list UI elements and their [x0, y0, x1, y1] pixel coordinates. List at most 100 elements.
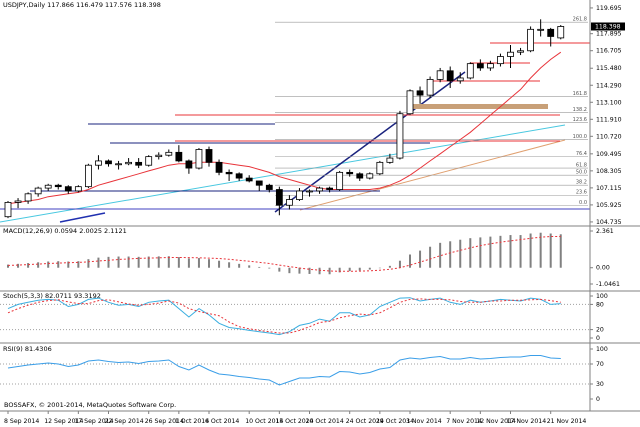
macd-bar — [17, 263, 20, 268]
fib-label: 76.4 — [576, 151, 587, 157]
candle-body — [416, 90, 424, 96]
y-tick-label: 0 — [596, 396, 600, 403]
candle-body — [285, 199, 293, 206]
macd-bar — [469, 238, 472, 268]
candle-body — [436, 70, 444, 80]
macd-bar — [7, 264, 9, 268]
macd-bar — [278, 267, 281, 272]
candle-body — [537, 28, 545, 31]
y-tick-label: 116.705 — [596, 48, 622, 55]
fib-label: 50.0 — [576, 170, 587, 176]
macd-bar — [27, 263, 30, 268]
y-tick-label: 117.895 — [596, 31, 622, 38]
y-tick-label: 119.695 — [596, 5, 622, 12]
candle-body — [275, 189, 283, 206]
candle-body — [4, 201, 12, 218]
candle-body — [376, 161, 384, 175]
candle-body — [85, 164, 92, 188]
x-tick-label: 12 Nov 2014 — [476, 418, 516, 425]
macd-bar — [398, 260, 401, 268]
y-tick-label: 0.00 — [596, 265, 610, 272]
y-tick-label: 30 — [596, 381, 604, 388]
macd-bar — [37, 262, 40, 268]
x-tick-label: 1 Oct 2014 — [175, 418, 209, 425]
candle-body — [165, 151, 173, 156]
x-tick-label: 7 Nov 2014 — [446, 418, 482, 425]
indicator-line — [7, 355, 561, 386]
fib-label: 0.0 — [579, 200, 587, 206]
zone — [410, 104, 548, 109]
fib-label: 100.0 — [573, 134, 587, 140]
macd-bar — [147, 256, 150, 268]
fib-label: 23.6 — [576, 190, 587, 196]
candle-body — [185, 160, 193, 169]
candle-body — [486, 63, 494, 69]
macd-bar — [439, 242, 442, 268]
fib-label: 138.2 — [573, 107, 587, 113]
macd-bar — [559, 234, 562, 268]
y-tick-label: 108.305 — [596, 168, 622, 175]
macd-bar — [127, 256, 130, 268]
macd-bar — [47, 261, 50, 268]
fib-label: 261.8 — [573, 17, 587, 23]
candle-body — [296, 190, 303, 200]
candle-body — [115, 163, 122, 166]
y-tick-label: 104.735 — [596, 219, 622, 226]
macd-bar — [328, 267, 331, 275]
candle-body — [426, 78, 434, 96]
macd-bar — [499, 235, 502, 268]
candle-body — [95, 160, 102, 166]
macd-bar — [157, 256, 160, 268]
candle-body — [54, 184, 62, 188]
candle-body — [215, 161, 223, 173]
macd-bar — [378, 267, 381, 269]
y-tick-label: 109.495 — [596, 151, 622, 158]
panel-title: RSI(9) 81.4306 — [3, 345, 52, 353]
macd-bar — [288, 267, 291, 274]
y-tick-label: -1.0461 — [596, 281, 620, 288]
x-tick-label: 20 Oct 2014 — [306, 418, 344, 425]
y-tick-label: 70 — [596, 361, 604, 368]
candle-body — [225, 171, 233, 175]
candle-body — [175, 151, 183, 162]
x-tick-label: 29 Oct 2014 — [376, 418, 414, 425]
macd-bar — [248, 265, 251, 268]
y-tick-label: 100 — [596, 293, 608, 300]
macd-bar — [197, 258, 200, 268]
macd-bar — [258, 266, 261, 268]
macd-bar — [117, 256, 120, 268]
candle-body — [34, 187, 42, 195]
y-tick-label: 113.100 — [596, 99, 622, 106]
candle-body — [356, 173, 364, 179]
y-tick-label: 80 — [596, 301, 604, 308]
trend-line — [59, 212, 106, 223]
x-tick-label: 26 Sep 2014 — [145, 418, 184, 425]
candle-body — [235, 173, 243, 179]
candle-body — [456, 77, 464, 82]
candle-body — [406, 90, 414, 115]
candle-body — [105, 160, 112, 165]
candle-body — [547, 28, 555, 37]
x-tick-label: 10 Oct 2014 — [245, 418, 283, 425]
macd-bar — [549, 233, 552, 268]
macd-bar — [298, 267, 301, 274]
candle-body — [517, 50, 524, 53]
y-tick-label: 115.480 — [596, 65, 622, 72]
y-tick-label: 100 — [596, 346, 608, 353]
macd-bar — [228, 262, 231, 268]
candle-body — [265, 184, 273, 190]
candle-body — [245, 177, 253, 182]
panel-title: Stoch(5,3,3) 82.0711 93.3192 — [3, 292, 101, 300]
candle-body — [366, 173, 374, 179]
candle-body — [557, 26, 565, 39]
x-tick-label: 22 Sep 2014 — [105, 418, 144, 425]
candle-body — [446, 70, 454, 82]
fib-label: 123.6 — [573, 117, 587, 123]
candle-body — [386, 157, 394, 163]
candle-body — [24, 193, 32, 202]
y-tick-label: 107.115 — [596, 185, 622, 192]
footer: BOSSAFX, © 2001-2014, MetaQuotes Softwar… — [4, 401, 176, 409]
y-tick-label: 110.720 — [596, 133, 622, 140]
candle-body — [205, 149, 213, 163]
